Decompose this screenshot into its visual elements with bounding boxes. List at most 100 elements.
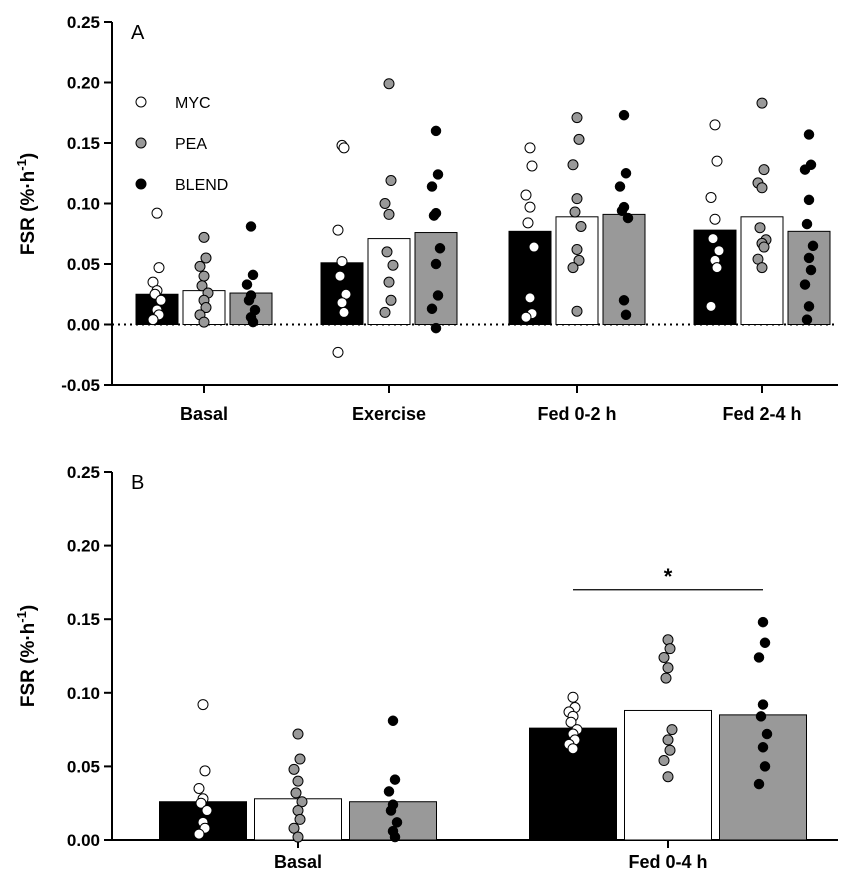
point-pea [379, 306, 391, 318]
y-axis-label: FSR (%·h-1) [14, 605, 39, 707]
point-pea [756, 97, 768, 109]
point-blend [426, 303, 438, 315]
legend-marker-blend [135, 178, 147, 190]
point-myc [522, 217, 534, 229]
point-myc [199, 765, 211, 777]
y-tick-label: 0.05 [67, 255, 100, 274]
point-blend [757, 616, 769, 628]
point-blend [428, 210, 440, 221]
point-myc [711, 155, 723, 167]
point-myc [709, 213, 721, 225]
point-myc [153, 262, 165, 274]
y-tick-label: 0.05 [67, 757, 100, 776]
point-myc [193, 828, 205, 840]
point-myc [332, 346, 344, 358]
point-myc [338, 142, 350, 154]
point-myc [526, 160, 538, 172]
point-blend [801, 218, 813, 230]
point-blend [389, 831, 401, 843]
point-myc [567, 743, 579, 755]
point-pea [662, 662, 674, 674]
panel-letter: B [131, 472, 144, 494]
point-myc [147, 314, 159, 326]
legend-marker-myc [135, 96, 147, 108]
bar-myc [529, 727, 617, 841]
point-blend [801, 314, 813, 325]
point-pea [756, 262, 768, 274]
point-myc [565, 716, 577, 728]
point-blend [389, 774, 401, 785]
point-myc [705, 300, 717, 312]
point-pea [571, 193, 583, 205]
significance-marker: * [664, 564, 673, 589]
point-pea [571, 243, 583, 255]
point-myc [707, 233, 719, 245]
point-blend [759, 761, 771, 772]
point-myc [705, 191, 717, 203]
point-pea [288, 763, 300, 775]
point-myc [197, 699, 209, 711]
point-myc [151, 207, 163, 219]
point-pea [662, 634, 674, 646]
point-blend [616, 205, 628, 217]
point-myc [336, 297, 348, 309]
point-blend [799, 279, 811, 290]
point-blend [799, 164, 811, 175]
bar-myc [693, 229, 737, 325]
point-blend [618, 295, 630, 306]
point-pea [567, 262, 579, 274]
point-blend [432, 290, 444, 301]
point-blend [757, 699, 769, 710]
point-pea [294, 813, 306, 825]
x-category-label: Fed 2-4 h [722, 404, 801, 424]
point-pea [292, 805, 304, 817]
point-blend [753, 652, 765, 663]
point-myc [520, 189, 532, 201]
point-myc [332, 224, 344, 236]
point-blend [761, 728, 773, 740]
point-pea [658, 651, 670, 663]
point-blend [805, 264, 817, 276]
point-blend [755, 711, 767, 722]
point-pea [571, 305, 583, 317]
point-blend [430, 258, 442, 270]
point-pea [756, 182, 768, 194]
point-blend [243, 295, 255, 306]
point-myc [334, 270, 346, 282]
point-blend [759, 637, 771, 649]
point-pea [758, 241, 770, 253]
y-tick-label: 0.00 [67, 831, 100, 850]
y-axis-label-sup: -1 [14, 159, 29, 171]
point-blend [620, 309, 632, 321]
point-blend [622, 212, 634, 224]
point-pea [658, 755, 670, 767]
point-pea [198, 270, 210, 282]
point-blend [803, 252, 815, 264]
point-blend [247, 269, 259, 281]
point-blend [247, 316, 259, 328]
y-tick-label: 0.15 [67, 610, 100, 629]
point-pea [575, 220, 587, 232]
point-pea [194, 260, 206, 272]
y-tick-label: -0.05 [61, 376, 100, 395]
point-pea [198, 231, 210, 243]
chart-panel-a: -0.05 0.00 0.05 0.10 0.15 0.20 0.25 Basal Exerci… [14, 13, 838, 424]
point-pea [573, 133, 585, 145]
chart-panel-b: 0.00 0.05 0.10 0.15 0.20 0.25 Basal Fed 0-4 h B F… [14, 463, 838, 872]
point-blend [432, 169, 444, 180]
point-myc [155, 294, 167, 306]
point-pea [381, 246, 393, 258]
point-pea [200, 252, 212, 264]
point-pea [662, 771, 674, 783]
point-myc [711, 262, 723, 274]
point-pea [387, 259, 399, 271]
y-tick-label: 0.25 [67, 13, 100, 32]
panel-letter: A [131, 22, 145, 44]
point-pea [571, 112, 583, 124]
x-category-label: Fed 0-2 h [537, 404, 616, 424]
y-tick-label: 0.15 [67, 134, 100, 153]
point-myc [528, 241, 540, 253]
point-pea [758, 164, 770, 176]
point-myc [524, 292, 536, 304]
